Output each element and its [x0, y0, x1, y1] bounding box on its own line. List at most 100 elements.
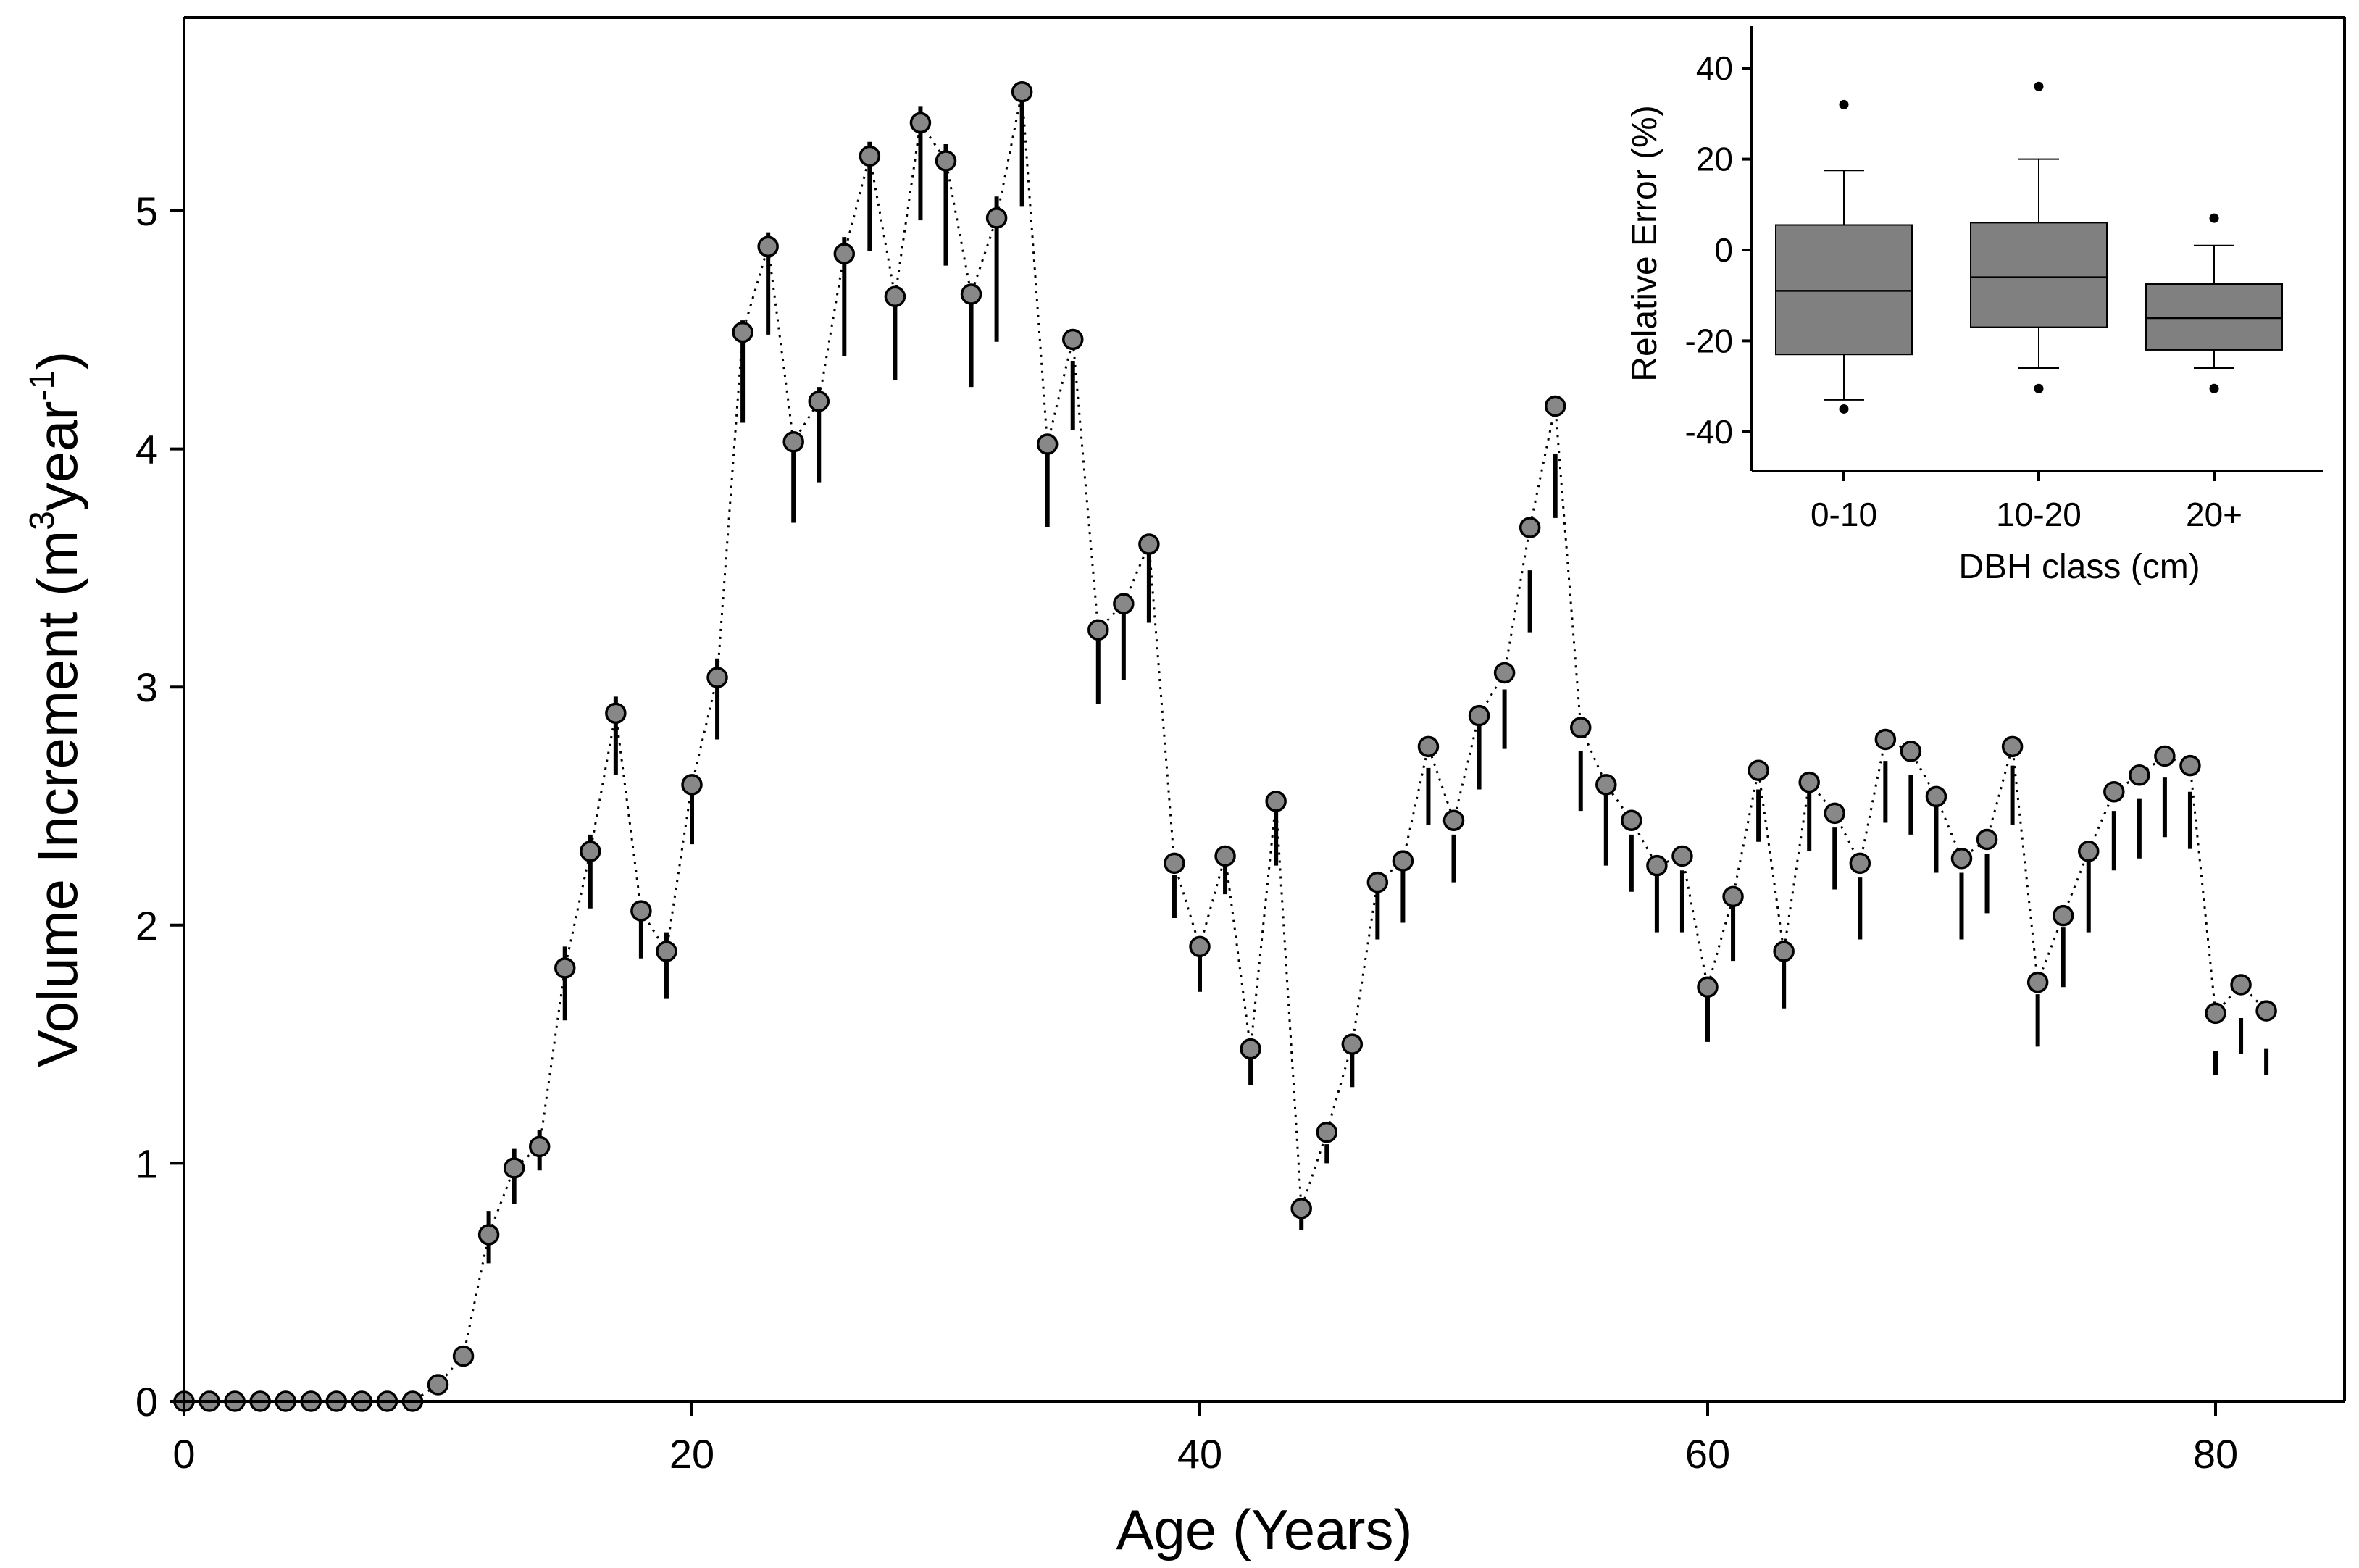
inset-plot-marks [1775, 81, 2283, 414]
data-point [1011, 80, 1033, 103]
main-plot: 0 20 40 60 80 0 1 2 3 4 5 Age (Years) Volume Incre… [23, 16, 2346, 1561]
data-point [1214, 845, 1236, 867]
data-point [1671, 845, 1693, 867]
data-point [1824, 802, 1845, 825]
y-axis-title-sup2: -1 [23, 370, 62, 401]
inset-x-tick-label: 20+ [2186, 496, 2242, 533]
y-tick-label: 0 [135, 1379, 158, 1425]
y-axis-title-main: Volume Increment (m [25, 530, 89, 1067]
data-point [2230, 974, 2252, 996]
y-axis-title-mid: year [25, 401, 89, 511]
y-tick-label: 3 [135, 664, 158, 710]
inset-y-tick-label: -20 [1685, 322, 1733, 359]
data-point [2154, 745, 2176, 767]
data-point [1164, 852, 1185, 875]
data-point [1519, 517, 1541, 538]
data-point [605, 702, 627, 725]
data-point [1925, 785, 1947, 808]
data-point [1468, 704, 1490, 727]
data-point [935, 150, 957, 172]
data-point [477, 1224, 500, 1246]
data-point [985, 207, 1008, 229]
x-axis-title: Age (Years) [1116, 1498, 1412, 1561]
data-point [1392, 850, 1414, 872]
inset-x-tick-label: 0-10 [1811, 496, 1877, 533]
data-point [2026, 971, 2049, 993]
data-point [2001, 735, 2024, 758]
data-point [1849, 852, 1871, 875]
data-point [1976, 828, 1998, 851]
data-point [1493, 662, 1516, 684]
data-point [782, 430, 804, 453]
data-point [1036, 433, 1059, 455]
data-point [1773, 941, 1795, 962]
inset-y-tick-label: 40 [1696, 49, 1733, 87]
x-tick-label: 60 [1685, 1431, 1730, 1477]
outlier-point [2209, 213, 2219, 223]
data-point [1290, 1198, 1312, 1219]
inset-box-plot: 0-10 10-20 20+ -40 -20 0 20 40 DBH class (cm) R… [1626, 26, 2323, 586]
x-tick-label: 20 [669, 1431, 714, 1477]
data-point [580, 841, 601, 862]
outlier-point [1839, 99, 1849, 109]
data-point [1265, 791, 1287, 812]
data-point [1595, 774, 1617, 796]
data-point [833, 243, 856, 264]
data-point [503, 1157, 525, 1179]
inset-x-axis-title: DBH class (cm) [1958, 548, 2200, 586]
data-point [1341, 1033, 1364, 1055]
outlier-point [2034, 81, 2044, 91]
y-tick-label: 1 [135, 1140, 158, 1186]
data-point [1748, 759, 1769, 781]
data-point [884, 285, 906, 308]
inset-y-axis-title: Relative Error (%) [1626, 105, 1664, 381]
data-point [1062, 328, 1084, 351]
data-point [732, 321, 753, 343]
data-point [859, 145, 881, 167]
box-iqr [1970, 222, 2108, 328]
x-tick-label: 80 [2193, 1431, 2238, 1477]
data-point [706, 667, 728, 688]
data-point [1240, 1038, 1261, 1060]
data-point [1798, 771, 1820, 793]
data-point [2129, 764, 2150, 786]
y-tick-label: 2 [135, 903, 158, 948]
inset-axis-ticks: 0-10 10-20 20+ -40 -20 0 20 40 [1685, 49, 2243, 533]
data-point [2255, 1000, 2277, 1022]
data-point [1570, 717, 1592, 738]
data-point [1113, 593, 1135, 614]
data-point [1722, 885, 1744, 908]
box-iqr [2145, 283, 2283, 351]
x-tick-label: 0 [172, 1431, 195, 1477]
main-plot-marks [173, 80, 2277, 1412]
data-point [528, 1135, 551, 1158]
data-point [1442, 809, 1465, 831]
inset-x-tick-label: 10-20 [1996, 496, 2082, 533]
data-point [1087, 619, 1109, 641]
inset-y-tick-label: 20 [1696, 141, 1733, 178]
data-point [808, 391, 830, 412]
data-point [1417, 735, 1440, 758]
data-point [2078, 841, 2100, 862]
y-axis-title-end: ) [25, 351, 89, 370]
data-point [1189, 935, 1211, 958]
data-point [554, 957, 576, 979]
box-20+ [2145, 213, 2283, 393]
data-point [1621, 809, 1642, 831]
data-point [630, 900, 652, 922]
outlier-point [2209, 383, 2219, 393]
inset-y-tick-label: -40 [1685, 413, 1733, 451]
series-line [184, 91, 2268, 1403]
y-axis-title-sup1: 3 [23, 511, 62, 530]
data-point [427, 1374, 449, 1396]
data-point [681, 774, 703, 796]
outlier-point [2034, 383, 2044, 393]
data-point [960, 283, 982, 305]
data-point [1138, 533, 1160, 555]
main-axis-ticks: 0 20 40 60 80 0 1 2 3 4 5 [135, 188, 2238, 1477]
data-point [1646, 854, 1668, 877]
data-point [1316, 1121, 1337, 1143]
data-point [1544, 395, 1566, 417]
data-point [1950, 848, 1973, 870]
